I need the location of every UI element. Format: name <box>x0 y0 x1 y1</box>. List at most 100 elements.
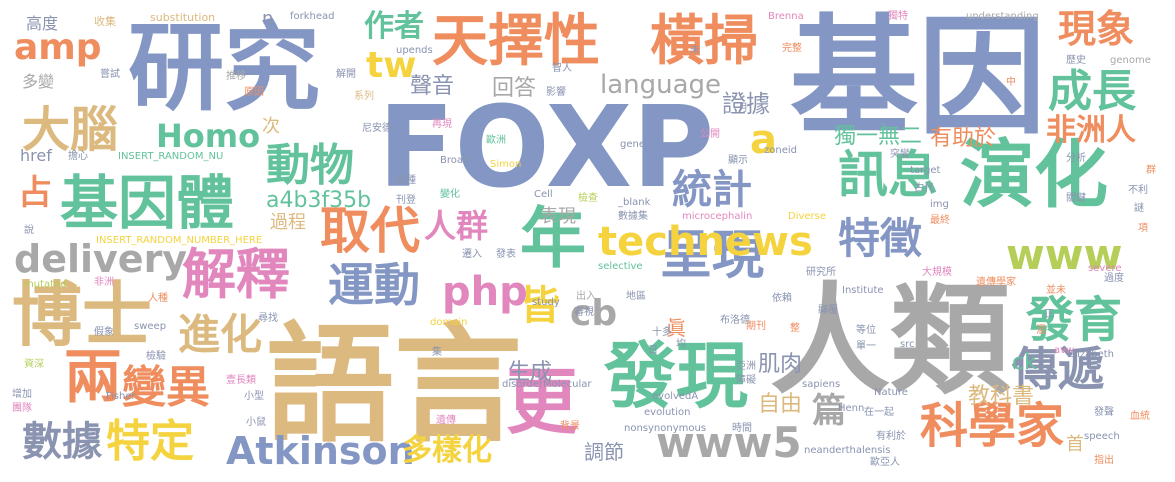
word-cloud-term: 眞 <box>666 316 686 340</box>
word-cloud-term: 變種 <box>396 175 416 186</box>
word-cloud-term: 特定 <box>106 416 194 467</box>
word-cloud-term: 演化 <box>960 132 1108 218</box>
word-cloud-term: 自由 <box>758 392 803 417</box>
word-cloud-term: 遷入 <box>462 249 482 260</box>
word-cloud-term: 亞洲 <box>736 361 756 372</box>
word-cloud-term: 人種 <box>148 293 168 304</box>
word-cloud-term: 解釋 <box>182 243 290 306</box>
word-cloud-term: 傳遞 <box>1012 342 1104 396</box>
word-cloud-term: 再現 <box>432 119 452 130</box>
word-cloud-term: 生成 <box>508 360 553 385</box>
word-cloud-term: 顯覆 <box>818 305 838 316</box>
word-cloud-term: 年 <box>520 200 586 277</box>
word-cloud-term: 指出 <box>1094 455 1114 466</box>
word-cloud-term: src <box>900 339 915 350</box>
word-cloud-term: 語言 <box>266 311 523 460</box>
word-cloud-term: target <box>910 165 941 176</box>
word-cloud-term: disorderMolecular <box>502 379 592 390</box>
word-cloud-term: evolvedA <box>652 391 699 402</box>
word-cloud-term: 收集 <box>94 15 116 28</box>
word-cloud-term: Diverse <box>788 211 827 222</box>
word-cloud-term: neanderthalensis <box>804 445 891 456</box>
word-cloud-term: 系列 <box>354 91 374 102</box>
word-cloud-term: 分析 <box>1066 153 1086 164</box>
word-cloud-term: 發表 <box>496 249 516 260</box>
word-cloud-term: 關鍵 <box>1066 193 1086 204</box>
word-cloud-term: 獨一無二 <box>834 124 923 149</box>
word-cloud-term: 檢驗 <box>146 351 166 362</box>
word-cloud-term: 發育 <box>1026 292 1123 348</box>
word-cloud-term: href <box>20 146 52 165</box>
word-cloud-term: 作者 <box>364 9 424 44</box>
word-cloud-term: 數據集 <box>618 211 648 222</box>
word-cloud-term: a <box>750 117 777 163</box>
word-cloud-term: 小鼠 <box>246 417 266 428</box>
word-cloud-term: cb <box>570 293 618 334</box>
word-cloud-term: evolution <box>644 407 691 418</box>
word-cloud-term: 多樣化 <box>402 433 492 468</box>
word-cloud-term: 混 <box>1036 325 1046 336</box>
word-cloud-term: 假象 <box>94 327 114 338</box>
word-cloud-term: Broad <box>440 155 470 166</box>
word-cloud-term: 遺傳學家 <box>976 277 1016 288</box>
word-cloud-term: 過程 <box>270 212 306 233</box>
word-cloud-term: 獨特 <box>888 11 908 22</box>
word-cloud-term: 整 <box>790 323 800 334</box>
word-cloud-term: INSERT_RANDOM_NUMBER_HERE <box>96 235 263 246</box>
word-cloud-term: 動物 <box>266 140 354 191</box>
word-cloud-term: 天擇性 <box>432 9 600 74</box>
word-cloud-term: 中 <box>1006 77 1016 88</box>
word-cloud-term: 有助於 <box>930 126 997 151</box>
word-cloud-term: 增加 <box>12 389 32 400</box>
word-cloud-term: 數據 <box>22 419 102 465</box>
word-cloud-term: upends <box>396 45 433 56</box>
word-cloud-term: severe <box>1088 263 1122 274</box>
word-cloud-term: www <box>1006 230 1123 279</box>
word-cloud-term: gene <box>620 139 645 150</box>
word-cloud-term: 原因 <box>244 87 264 98</box>
word-cloud-term: Institute <box>842 285 884 296</box>
word-cloud-term: 刊登 <box>396 195 416 206</box>
word-cloud-term: 呈現 <box>660 226 765 286</box>
word-cloud-term: 團隊 <box>12 403 32 414</box>
word-cloud-term: 突變 <box>890 149 910 160</box>
word-cloud-term: 取代 <box>320 202 420 260</box>
word-cloud-term: avw <box>1054 345 1075 356</box>
word-cloud-term: 博士 <box>12 274 152 356</box>
word-cloud-term: 顯示 <box>728 155 748 166</box>
word-cloud-term: 皆 <box>520 283 560 329</box>
word-cloud-term: 謎 <box>1134 203 1144 214</box>
word-cloud-term: 統計 <box>672 167 752 213</box>
word-cloud-term: 進化 <box>178 310 263 359</box>
word-cloud-term: 有利於 <box>876 431 906 442</box>
word-cloud-term: 時間 <box>732 423 752 434</box>
word-cloud-term: 出入 <box>576 291 596 302</box>
word-cloud-term: sweep <box>134 321 167 332</box>
word-cloud-term: 背景 <box>560 421 580 432</box>
word-cloud-term: 特徵 <box>838 214 923 263</box>
word-cloud-term: 歐亞人 <box>870 457 900 468</box>
word-cloud-term: 更 <box>506 360 579 444</box>
word-cloud-term: 尋找 <box>258 313 278 324</box>
word-cloud-term: Homo <box>156 117 261 155</box>
word-cloud-term: 影響 <box>546 87 566 98</box>
word-cloud-term: domain <box>430 317 468 328</box>
word-cloud-term: 基因 <box>790 3 1047 152</box>
word-cloud-term: 審視 <box>574 307 594 318</box>
word-cloud-term: 調節 <box>584 440 624 464</box>
word-cloud-term: 地區 <box>626 291 646 302</box>
word-cloud-term: 古代 <box>914 183 934 194</box>
word-cloud-term: 非洲人 <box>1046 113 1136 148</box>
word-cloud-term: img <box>930 199 949 210</box>
word-cloud-term: Brenna <box>768 11 804 22</box>
word-cloud-term: 次 <box>262 116 280 137</box>
word-cloud-term: 變化 <box>440 189 460 200</box>
word-cloud-term: 歐洲 <box>486 135 506 146</box>
word-cloud-term: 研究 <box>128 12 320 124</box>
word-cloud-term: delivery <box>14 237 188 281</box>
word-cloud-term: zoneid <box>764 145 797 156</box>
word-cloud-term: 表現 <box>540 206 576 227</box>
word-cloud-term: 運動 <box>328 258 420 312</box>
word-cloud-term: sapiens <box>802 379 841 390</box>
